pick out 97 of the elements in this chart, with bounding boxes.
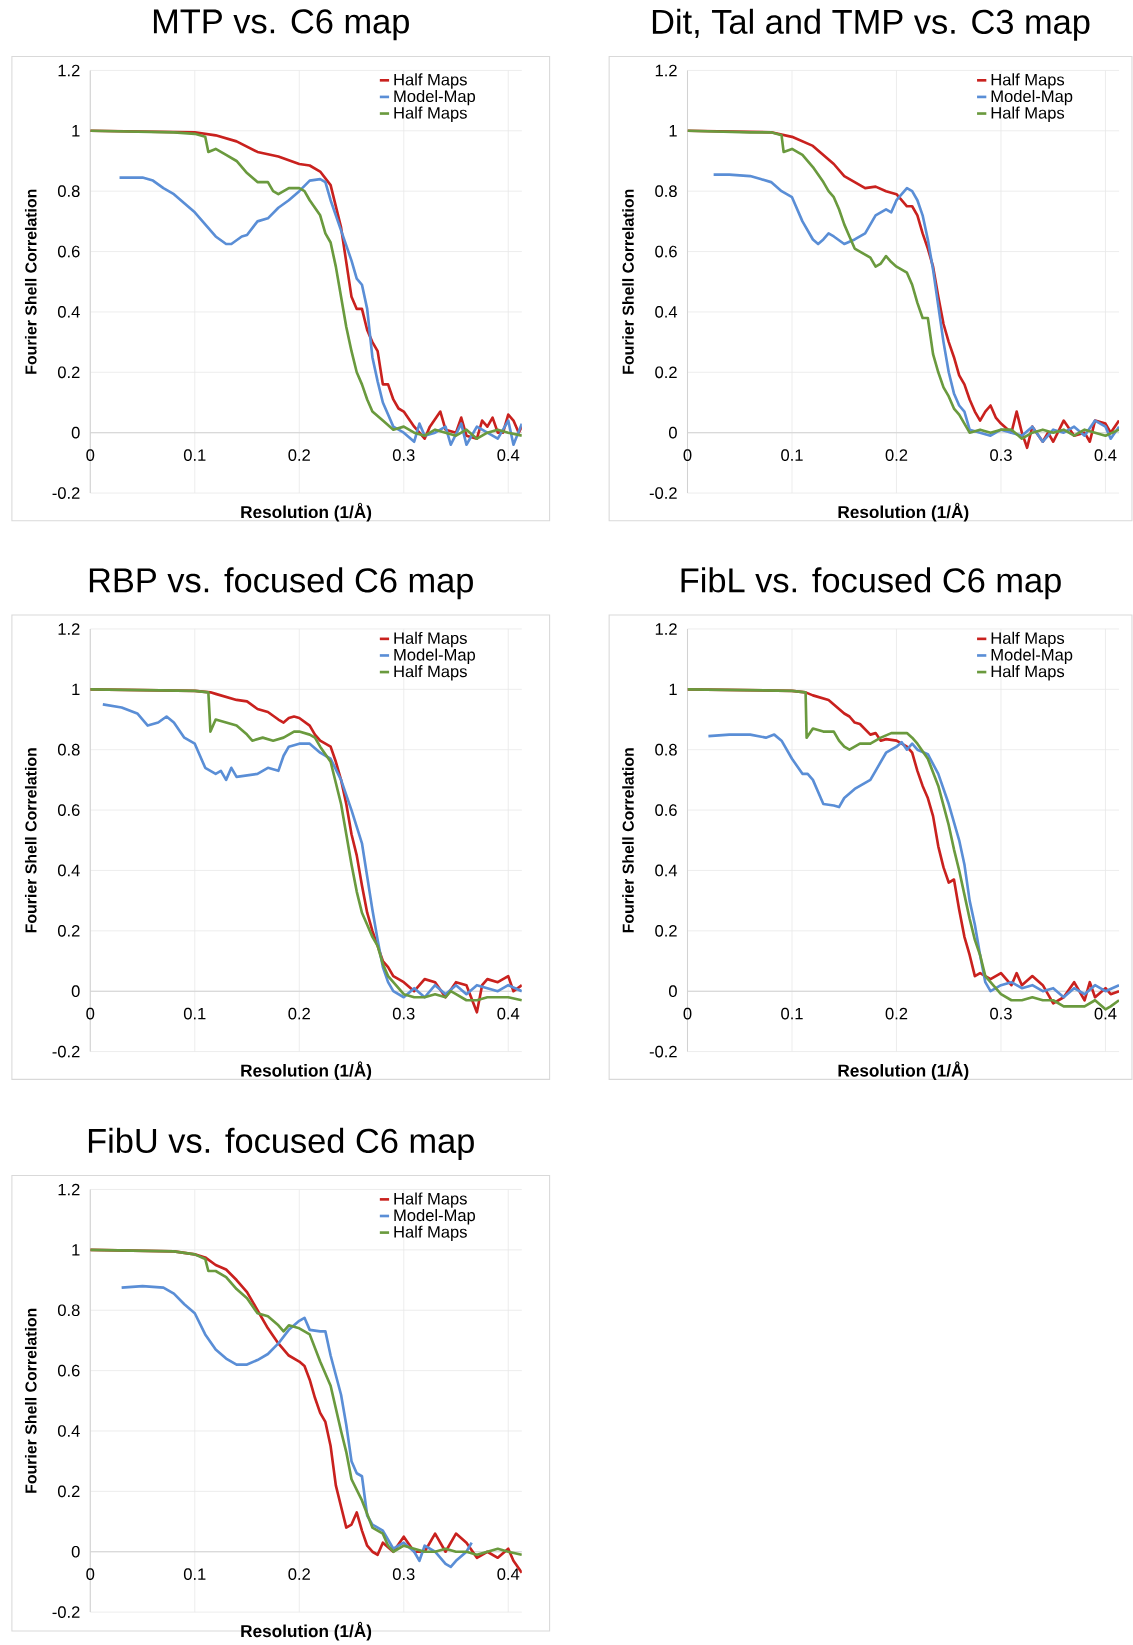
y-axis-title: Fourier Shell Correlation xyxy=(622,748,634,933)
chart-title: MTP vs. C6 map xyxy=(153,9,409,41)
y-tick-label: 0.8 xyxy=(58,185,80,198)
y-tick-label: 1.2 xyxy=(655,623,677,635)
y-tick-label: 0.2 xyxy=(58,366,80,379)
x-tick-label: 0 xyxy=(86,449,95,461)
line-series xyxy=(120,1284,474,1569)
x-tick-label: 0.1 xyxy=(183,1007,206,1020)
legend-label: Half Maps xyxy=(991,73,1065,89)
x-tick-label: 0.4 xyxy=(497,449,520,461)
y-tick-label: 0.4 xyxy=(655,306,678,318)
y-tick-label: 1 xyxy=(72,125,80,137)
y-tick-label: -0.2 xyxy=(52,1045,80,1058)
legend-label: Model-Map xyxy=(394,648,476,664)
legend-label: Half Maps xyxy=(394,665,467,681)
chart-title: FibU vs. focused C6 map xyxy=(88,1127,474,1160)
y-tick-label: 0.8 xyxy=(655,743,677,756)
legend-label: Model-Map xyxy=(991,89,1073,106)
y-tick-label: -0.2 xyxy=(52,1606,80,1618)
x-tick-label: 0.1 xyxy=(183,1568,206,1581)
y-tick-label: 0.6 xyxy=(58,804,80,816)
x-axis-title: Resolution (1/Å) xyxy=(241,502,372,522)
y-tick-label: 0.6 xyxy=(58,1364,80,1377)
legend-label: Half Maps xyxy=(394,631,467,648)
x-tick-label: 0 xyxy=(683,1007,692,1020)
y-tick-label: 0.6 xyxy=(58,245,80,258)
legend-label: Half Maps xyxy=(394,1225,467,1242)
chart-title: RBP vs. focused C6 map xyxy=(89,567,473,600)
x-tick-label: 0.1 xyxy=(183,449,206,461)
y-tick-label: 1.2 xyxy=(58,1183,80,1196)
y-tick-label: 1.2 xyxy=(655,64,677,77)
x-tick-label: 0.3 xyxy=(990,449,1012,461)
y-tick-label: 0 xyxy=(71,1545,80,1558)
y-tick-label: 1 xyxy=(669,683,677,696)
x-tick-label: 0.2 xyxy=(288,1007,310,1020)
y-tick-label: 0 xyxy=(669,426,677,439)
x-tick-label: 0 xyxy=(86,1007,95,1020)
y-tick-label: 1 xyxy=(669,125,677,137)
x-tick-label: 0 xyxy=(683,449,692,461)
x-tick-label: 0.4 xyxy=(497,1007,520,1020)
x-tick-label: 0.4 xyxy=(1094,1007,1117,1020)
y-tick-label: 0.8 xyxy=(58,743,80,756)
y-tick-label: 1.2 xyxy=(58,623,80,635)
x-tick-label: 0.3 xyxy=(392,1007,415,1020)
line-series xyxy=(707,733,1120,999)
legend-label: Half Maps xyxy=(991,631,1065,648)
x-tick-label: 0.1 xyxy=(781,449,803,461)
y-tick-label: 1 xyxy=(72,1244,80,1256)
x-axis-title: Resolution (1/Å) xyxy=(241,1621,372,1641)
x-axis-title: Resolution (1/Å) xyxy=(838,1061,969,1081)
y-tick-label: 0.2 xyxy=(655,366,677,379)
x-tick-label: 0.3 xyxy=(990,1007,1012,1020)
y-tick-label: 0.2 xyxy=(655,924,677,937)
x-tick-label: 0.3 xyxy=(392,449,415,461)
y-axis-title: Fourier Shell Correlation xyxy=(622,189,634,374)
legend-label: Half Maps xyxy=(394,106,467,122)
x-tick-label: 0.2 xyxy=(288,449,310,461)
y-tick-label: 0.4 xyxy=(655,864,678,877)
x-tick-label: 0.2 xyxy=(885,449,908,461)
y-axis-title: Fourier Shell Correlation xyxy=(24,748,37,933)
legend-label: Model-Map xyxy=(394,1209,476,1225)
y-tick-label: 0.8 xyxy=(655,185,677,198)
y-tick-label: 1 xyxy=(72,683,80,696)
x-tick-label: 0.3 xyxy=(392,1568,415,1581)
x-tick-label: 0.4 xyxy=(497,1568,520,1581)
legend-label: Half Maps xyxy=(991,665,1065,681)
x-tick-label: 0.2 xyxy=(885,1007,908,1020)
x-axis-title: Resolution (1/Å) xyxy=(838,502,969,522)
y-tick-label: -0.2 xyxy=(649,1045,677,1058)
y-tick-label: 0.6 xyxy=(655,245,677,258)
y-tick-label: 0.2 xyxy=(58,924,80,937)
chart-title: Dit, Tal and TMP vs. C3 map xyxy=(652,8,1090,41)
y-tick-label: 0 xyxy=(669,985,677,998)
legend-label: Half Maps xyxy=(394,1192,467,1208)
y-tick-label: 0.4 xyxy=(58,1425,80,1437)
y-tick-label: 0 xyxy=(71,985,80,998)
x-tick-label: 0.1 xyxy=(781,1007,803,1020)
y-tick-label: -0.2 xyxy=(649,487,677,499)
y-tick-label: 0.2 xyxy=(58,1485,80,1498)
y-tick-label: 0.4 xyxy=(58,864,80,877)
x-axis-title: Resolution (1/Å) xyxy=(241,1061,372,1081)
legend-label: Half Maps xyxy=(991,106,1065,122)
chart-title: FibL vs. focused C6 map xyxy=(681,567,1061,600)
y-tick-label: 0.8 xyxy=(58,1304,80,1317)
y-tick-label: 0.4 xyxy=(58,306,80,318)
y-axis-title: Fourier Shell Correlation xyxy=(24,1308,37,1493)
y-tick-label: -0.2 xyxy=(52,487,80,499)
legend-label: Half Maps xyxy=(394,73,467,89)
x-tick-label: 0.4 xyxy=(1094,449,1117,461)
y-tick-label: 0 xyxy=(71,426,80,439)
legend-label: Model-Map xyxy=(394,89,476,106)
y-tick-label: 1.2 xyxy=(58,64,80,77)
legend-label: Model-Map xyxy=(991,648,1073,664)
x-tick-label: 0 xyxy=(86,1568,95,1581)
y-tick-label: 0.6 xyxy=(655,804,677,816)
x-tick-label: 0.2 xyxy=(288,1568,310,1581)
y-axis-title: Fourier Shell Correlation xyxy=(24,189,37,374)
